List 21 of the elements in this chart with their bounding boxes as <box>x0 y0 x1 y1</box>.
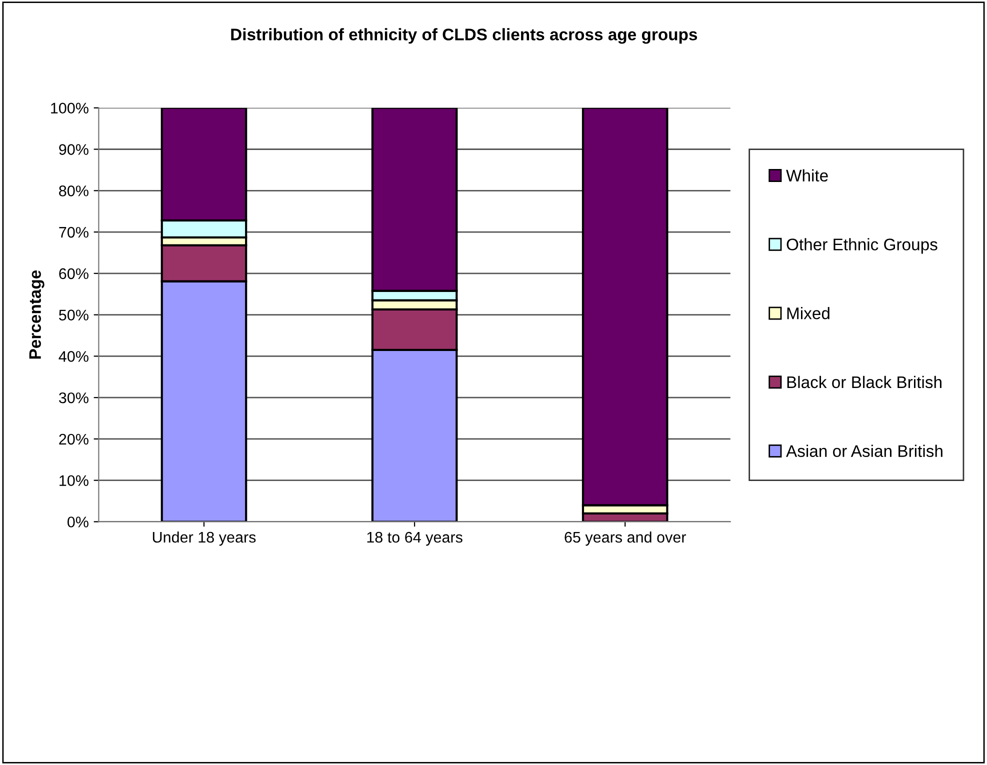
y-tick-label: 30% <box>58 392 88 404</box>
y-tick-label: 10% <box>60 475 88 486</box>
y-tick-label: 90% <box>59 144 88 155</box>
legend-label: Asian or Asian British <box>786 444 942 458</box>
y-tick-label: 40% <box>58 351 88 362</box>
y-tick-label: 80% <box>59 186 88 196</box>
y-tick-label: 70% <box>59 226 88 238</box>
y-tick-label: 60% <box>59 268 88 280</box>
y-tick-label: 20% <box>59 434 88 445</box>
x-tick-label: Under 18 years <box>152 531 256 546</box>
legend-label: Black or Black British <box>787 376 942 388</box>
y-tick-label: 50% <box>59 310 88 320</box>
chart-title: Distribution of ethnicity of CLDS clients across age groups <box>231 28 698 44</box>
legend-label: Other Ethnic Groups <box>786 238 938 254</box>
y-tick-label: 100% <box>51 102 88 114</box>
y-tick-label: 0% <box>67 516 88 528</box>
x-tick-label: 18 to 64 years <box>367 532 462 546</box>
y-axis-title: Percentage <box>29 270 44 359</box>
legend-label: Mixed <box>787 307 830 320</box>
x-tick-label: 65 years and over <box>564 531 686 546</box>
legend-label: White <box>786 169 828 182</box>
